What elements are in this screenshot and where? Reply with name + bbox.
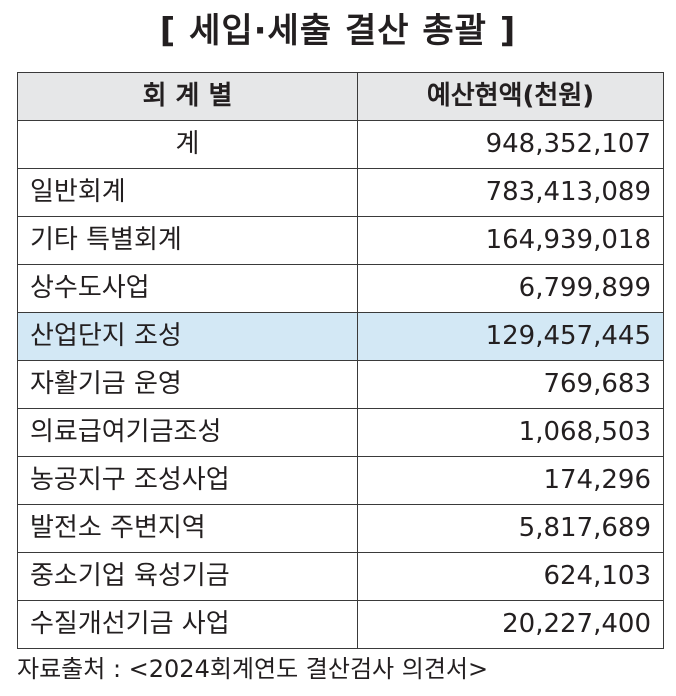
account-name: 발전소 주변지역 bbox=[17, 504, 358, 553]
table-row: 기타 특별회계 164,939,018 bbox=[17, 216, 664, 265]
account-name: 산업단지 조성 bbox=[17, 312, 358, 361]
table-row: 농공지구 조성사업 174,296 bbox=[17, 456, 664, 505]
budget-amount: 624,103 bbox=[357, 552, 664, 601]
budget-amount: 6,799,899 bbox=[357, 264, 664, 313]
account-name: 의료급여기금조성 bbox=[17, 408, 358, 457]
column-header-account: 회 계 별 bbox=[17, 72, 358, 121]
account-name: 기타 특별회계 bbox=[17, 216, 358, 265]
table-row-total: 계 948,352,107 bbox=[17, 120, 664, 169]
table-row: 발전소 주변지역 5,817,689 bbox=[17, 504, 664, 553]
table-row-highlighted: 산업단지 조성 129,457,445 bbox=[17, 312, 664, 361]
column-header-budget: 예산현액(천원) bbox=[357, 72, 664, 121]
budget-amount: 129,457,445 bbox=[357, 312, 664, 361]
account-name: 계 bbox=[17, 120, 358, 169]
page-title: [ 세입·세출 결산 총괄 ] bbox=[159, 11, 517, 51]
budget-amount: 174,296 bbox=[357, 456, 664, 505]
table-row: 수질개선기금 사업 20,227,400 bbox=[17, 600, 664, 649]
table-row: 일반회계 783,413,089 bbox=[17, 168, 664, 217]
budget-amount: 1,068,503 bbox=[357, 408, 664, 457]
budget-amount: 20,227,400 bbox=[357, 600, 664, 649]
table-header-row: 회 계 별 예산현액(천원) bbox=[17, 72, 664, 121]
account-name: 자활기금 운영 bbox=[17, 360, 358, 409]
budget-amount: 164,939,018 bbox=[357, 216, 664, 265]
account-name: 상수도사업 bbox=[17, 264, 358, 313]
budget-amount: 783,413,089 bbox=[357, 168, 664, 217]
source-note: 자료출처 : <2024회계연도 결산검사 의견서> bbox=[17, 655, 489, 683]
budget-amount: 769,683 bbox=[357, 360, 664, 409]
budget-amount: 948,352,107 bbox=[357, 120, 664, 169]
account-name: 일반회계 bbox=[17, 168, 358, 217]
table-row: 상수도사업 6,799,899 bbox=[17, 264, 664, 313]
account-name: 농공지구 조성사업 bbox=[17, 456, 358, 505]
table-row: 자활기금 운영 769,683 bbox=[17, 360, 664, 409]
account-name: 수질개선기금 사업 bbox=[17, 600, 358, 649]
budget-amount: 5,817,689 bbox=[357, 504, 664, 553]
table-row: 중소기업 육성기금 624,103 bbox=[17, 552, 664, 601]
budget-summary-table: 회 계 별 예산현액(천원) 계 948,352,107 일반회계 783,41… bbox=[17, 72, 664, 649]
table-row: 의료급여기금조성 1,068,503 bbox=[17, 408, 664, 457]
account-name: 중소기업 육성기금 bbox=[17, 552, 358, 601]
